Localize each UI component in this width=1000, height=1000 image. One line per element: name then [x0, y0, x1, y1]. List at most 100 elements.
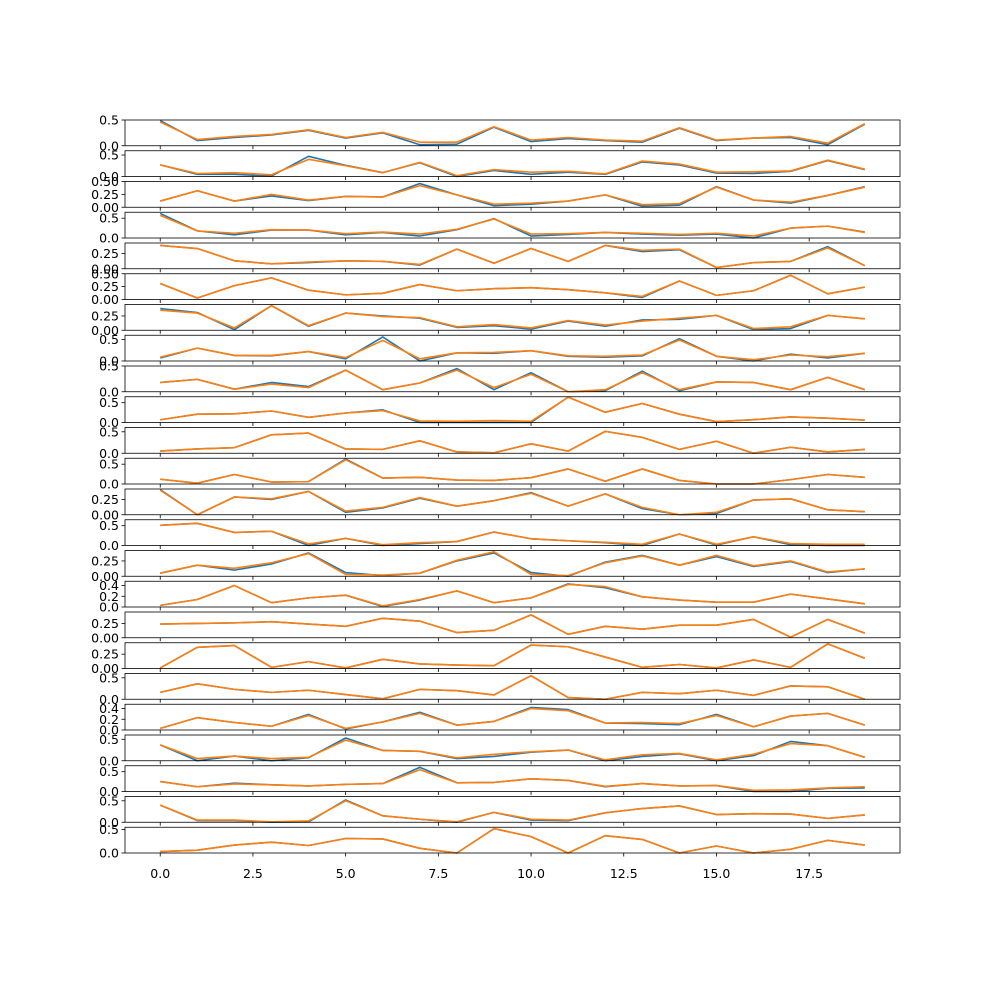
x-tick-label-7: 15.0 [703, 866, 731, 881]
y-tick-label-1: 0.0 [99, 477, 119, 492]
y-tick-label-2: 0.5 [99, 359, 119, 374]
series-b-line [159, 121, 866, 144]
y-tick-label-1: 0.0 [99, 600, 119, 615]
y-tick-label-1: 0.00 [91, 261, 119, 276]
y-tick-label-1: 0.0 [99, 446, 119, 461]
subplot-7: 0.000.25 [91, 304, 901, 338]
x-tick-label-3: 5.0 [336, 866, 356, 881]
subplot-19: 0.00.5 [99, 670, 901, 707]
y-tick-label-2: 0.25 [91, 246, 119, 261]
axes-frame [124, 457, 901, 485]
subplot-10: 0.00.5 [99, 395, 901, 430]
y-tick-label-1: 0.0 [99, 354, 119, 369]
series-b-line [160, 550, 865, 577]
axes-frame [124, 365, 901, 393]
axes-frame [124, 734, 901, 762]
axes-frame [124, 611, 901, 639]
shared-x-axis: 0.0 2.5 5.0 7.5 10.0 12.5 15.0 17.5 [150, 866, 823, 881]
y-tick-label-2: 0.25 [91, 492, 119, 507]
series-b-line [160, 583, 865, 607]
y-tick-label-2: 0.25 [91, 553, 119, 568]
series-b-line [159, 274, 865, 299]
axes-frame [124, 703, 901, 731]
x-tick-label-8: 17.5 [795, 866, 823, 881]
y-tick-label-2: 0.5 [99, 457, 119, 472]
subplot-15: 0.000.25 [91, 550, 901, 584]
axes-frame [124, 673, 901, 700]
y-tick-label-2: 0.5 [99, 424, 119, 439]
series-b-line [160, 158, 865, 177]
y-tick-label-1: 0.0 [99, 384, 119, 399]
subplot-20: 0.00.20.4 [99, 701, 901, 738]
y-tick-label-2: 0.5 [99, 518, 119, 533]
axes-frame [124, 796, 901, 823]
subplot-1: 0.0 0.5 [99, 113, 901, 153]
y-tick-label-2: 0.5 [99, 793, 119, 808]
subplot-17: 0.000.25 [91, 611, 901, 645]
x-tick-label-5: 10.0 [517, 866, 545, 881]
series-b-line [160, 674, 866, 701]
axes-frame [124, 826, 901, 854]
axes-frame [124, 642, 901, 669]
y-tick-label-2: 0.5 [99, 211, 119, 226]
y-tick-label-1: 0.0 [99, 231, 119, 246]
axes-frame [124, 334, 901, 362]
axes-frame [124, 550, 901, 577]
axes-frame [124, 396, 901, 423]
subplot-18: 0.000.25 [91, 642, 901, 676]
y-tick-label-2: 0.5 [99, 764, 119, 779]
series-b-line [159, 739, 866, 761]
y-tick-label-1: 0.0 [99, 753, 119, 768]
x-tick-label-4: 7.5 [428, 866, 448, 881]
axes-frame [124, 488, 901, 516]
series-b-line [160, 707, 866, 730]
y-tick-label-2: 0.25 [91, 187, 119, 202]
y-tick-label-2: 0.25 [91, 308, 119, 323]
series-b-line [160, 768, 865, 792]
y-tick-label-2: 0.2 [99, 589, 119, 604]
y-tick-label-3: 0.50 [91, 266, 119, 281]
subplot-12: 0.00.5 [99, 457, 901, 492]
y-tick-label-3: 0.4 [99, 701, 119, 716]
y-tick-label-2: 0.5 [99, 113, 119, 128]
series-b-line [159, 643, 866, 669]
axes-frame [124, 242, 901, 270]
y-tick-label-1: 0.0 [99, 846, 119, 861]
series-b-line [160, 339, 865, 361]
subplot-8: 0.00.5 [99, 332, 901, 369]
y-tick-label-2: 0.25 [91, 279, 119, 294]
y-tick-label-3: 0.4 [99, 578, 119, 593]
subplot-6: 0.000.250.50 [91, 266, 901, 307]
y-tick-label-2: 0.2 [99, 712, 119, 727]
y-tick-label-1: 0.0 [99, 784, 119, 799]
y-tick-label-3: 0.50 [91, 174, 119, 189]
y-tick-label-1: 0.00 [91, 661, 119, 676]
axes-frame [124, 519, 901, 546]
subplot-3: 0.000.250.50 [91, 174, 901, 215]
y-tick-label-2: 0.5 [99, 670, 119, 685]
series-b-line [160, 369, 866, 393]
subplot-9: 0.0 0.5 [99, 359, 901, 399]
subplot-13: 0.000.25 [91, 488, 901, 522]
y-tick-label-1: 0.0 [99, 815, 119, 830]
series-b-line [160, 614, 866, 638]
y-tick-label-1: 0.00 [91, 630, 119, 645]
series-b-line [160, 396, 865, 423]
axes-frame [124, 150, 901, 177]
y-tick-label-2: 0.5 [99, 395, 119, 410]
series-a-line [159, 737, 866, 762]
y-tick-label-2: 0.5 [99, 822, 119, 837]
series-b-line [160, 430, 865, 455]
subplot-14: 0.00.5 [99, 518, 901, 553]
subplot-23: 0.00.5 [99, 793, 901, 830]
axes-frame [124, 304, 901, 331]
subplot-2: 0.00.5 [99, 148, 901, 184]
series-b-line [160, 184, 865, 206]
subplot-5: 0.000.25 [91, 242, 901, 276]
y-tick-label-1: 0.00 [91, 507, 119, 522]
y-tick-label-1: 0.00 [91, 569, 119, 584]
y-tick-label-2: 0.25 [91, 647, 119, 662]
subplot-11: 0.00.5 [99, 424, 901, 461]
x-tick-label-2: 2.5 [243, 866, 263, 881]
